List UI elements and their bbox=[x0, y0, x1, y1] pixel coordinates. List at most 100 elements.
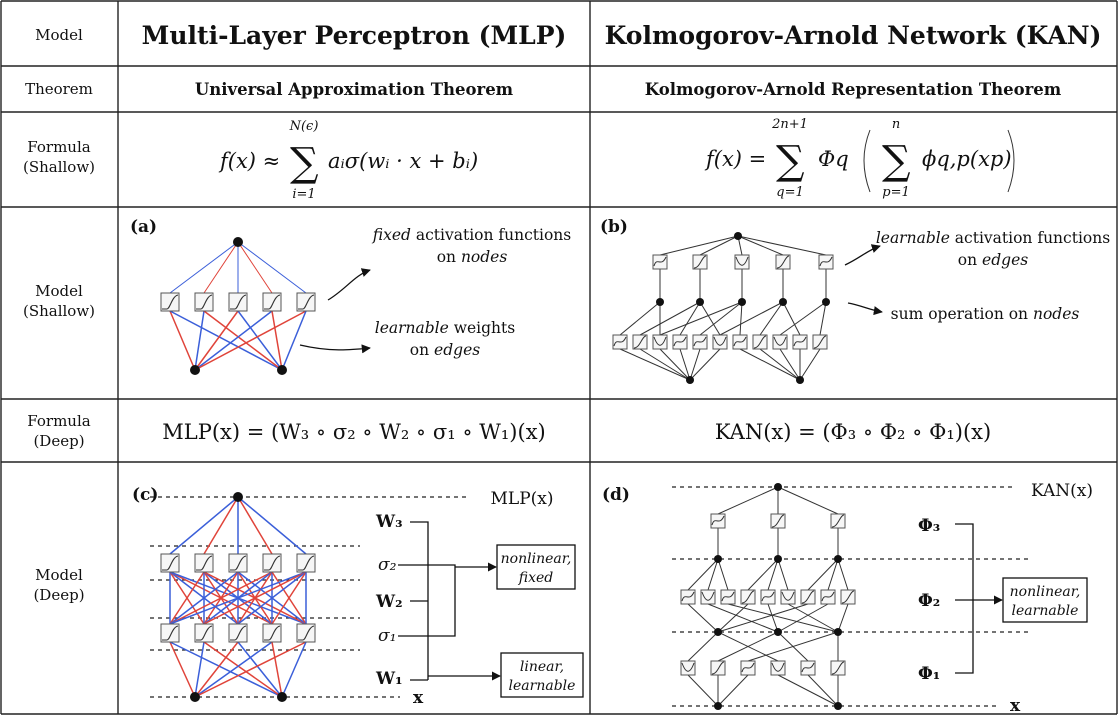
kan-b-activation-bottom-0 bbox=[612, 334, 628, 350]
kan-d-a2-n2-edge-0 bbox=[687, 558, 719, 591]
kan-d-in-a1-edge-4 bbox=[807, 674, 839, 707]
mlp-deep-output-node bbox=[233, 492, 243, 502]
kan-b-top-edge-3 bbox=[737, 235, 784, 256]
kan-b-mid-bottom-edge-1-1 bbox=[639, 301, 701, 336]
mlp-edge-in1-3 bbox=[194, 310, 273, 371]
arrow-to-weights-note bbox=[299, 344, 371, 354]
kan-sum1-lower: q=1 bbox=[776, 185, 804, 200]
arrow-to-sum-note bbox=[847, 302, 883, 316]
note-sum-operation: sum operation on nodes bbox=[891, 305, 1080, 323]
kan-sum2-lower: p=1 bbox=[882, 185, 910, 200]
kan-layer-bracket bbox=[955, 523, 974, 674]
kan-d-n1-a2-edge-6 bbox=[717, 603, 809, 633]
mlp-edge-in1-4 bbox=[194, 310, 307, 371]
mlp-c-activation-curve-1-2 bbox=[230, 625, 247, 641]
mlp-input-node-1 bbox=[190, 365, 200, 375]
kan-d-input-node-0 bbox=[714, 702, 722, 710]
kan-d-activation-l3-1 bbox=[770, 513, 786, 529]
kan-b-mid-bottom-edge-3-9 bbox=[782, 301, 801, 336]
mlp-edge-in2-3 bbox=[271, 310, 283, 371]
kan-b-mid-bottom-edge-3-7 bbox=[759, 301, 784, 336]
kan-deep-network bbox=[680, 483, 856, 710]
kan-d-activation-l2-3 bbox=[740, 589, 756, 605]
kan-box-line1: nonlinear, bbox=[1010, 584, 1081, 600]
box2-line2: learnable bbox=[509, 678, 576, 694]
kan-b-mid-bottom-edge-2-6 bbox=[739, 301, 743, 336]
mlp-c-in2-edge-4 bbox=[281, 641, 307, 698]
note-on-edges: on edges bbox=[410, 341, 480, 359]
kan-b-activation-top-4 bbox=[818, 254, 834, 270]
mlp-c-activation-1-2 bbox=[228, 623, 248, 643]
mlp-edge-in2-0 bbox=[169, 310, 283, 371]
row-label-model-shallow-line2: (Shallow) bbox=[23, 302, 95, 320]
mlp-c-activation-1-3 bbox=[262, 623, 282, 643]
mlp-c-out-edge-1 bbox=[203, 496, 239, 555]
mlp-deep-output-label: MLP(x) bbox=[491, 489, 554, 509]
kan-d-activation-l3-0 bbox=[710, 513, 726, 529]
note-learnable-activation: learnable activation functions bbox=[876, 229, 1110, 247]
row-label-theorem: Theorem bbox=[25, 80, 93, 98]
kan-d-out-edge-0 bbox=[717, 486, 779, 515]
kan-d-activation-l1-2 bbox=[740, 660, 756, 676]
kan-d-layer2-node-2 bbox=[834, 555, 842, 563]
mlp-c-mid-edge-3-0 bbox=[169, 571, 273, 625]
mlp-c-mid-edge-4-1 bbox=[203, 571, 307, 625]
kan-b-mid-bottom-edge-1-5 bbox=[699, 301, 721, 336]
kan-d-layer1-node-1 bbox=[774, 628, 782, 636]
note-kan-on-edges: on edges bbox=[958, 251, 1028, 269]
mlp-deep-input-label: x bbox=[413, 688, 424, 708]
kan-shallow-network bbox=[612, 232, 834, 384]
mlp-c-mid-edge-2-0 bbox=[169, 571, 239, 625]
mlp-formula-lhs: f(x) ≈ bbox=[218, 149, 280, 173]
kan-b-mid-node-4 bbox=[822, 298, 830, 306]
kan-d-n1-a2-edge-8 bbox=[837, 603, 849, 633]
box2-line1: linear, bbox=[520, 659, 564, 675]
kan-d-a2-n2-edge-7 bbox=[827, 558, 839, 591]
box-nonlinear-fixed: nonlinear, fixed bbox=[496, 544, 576, 590]
panel-c-mlp-deep: (c) MLP(x) x W₃ σ₂ W₂ σ₁ W₁ nonlinear, f… bbox=[132, 485, 584, 708]
kan-b-mid-bottom-edge-0-0 bbox=[619, 301, 661, 336]
mlp-c-in1-edge-4 bbox=[194, 641, 307, 698]
mlp-sum-sign: ∑ bbox=[290, 140, 319, 186]
kan-sum2-sign: ∑ bbox=[882, 138, 911, 184]
panel-c-letter: (c) bbox=[132, 485, 158, 505]
kan-d-in-a1-edge-0 bbox=[687, 674, 719, 707]
kan-d-output-node bbox=[774, 483, 782, 491]
mlp-formula-shallow: f(x) ≈ ∑ N(ϵ) i=1 aᵢσ(wᵢ · x + bᵢ) bbox=[218, 119, 478, 202]
mlp-input-node-2 bbox=[277, 365, 287, 375]
mlp-c-mid-edge-4-0 bbox=[169, 571, 307, 625]
kan-d-activation-l2-7 bbox=[820, 589, 836, 605]
row-label-formula-deep-line1: Formula bbox=[27, 412, 90, 430]
kan-d-activation-l1-4 bbox=[800, 660, 816, 676]
kan-b-input-node-1 bbox=[796, 376, 804, 384]
kan-sum2-upper: n bbox=[892, 117, 900, 132]
kan-d-a2-n2-edge-3 bbox=[747, 558, 779, 591]
kan-theorem: Kolmogorov-Arnold Representation Theorem bbox=[645, 80, 1062, 99]
kan-d-in-a1-edge-3 bbox=[777, 674, 839, 707]
note-learnable-weights: learnable weights bbox=[375, 319, 516, 337]
kan-left-paren bbox=[863, 129, 871, 193]
kan-d-a2-n2-edge-5 bbox=[777, 558, 789, 591]
kan-d-activation-l2-6 bbox=[800, 589, 816, 605]
mlp-c-activation-0-2 bbox=[228, 553, 248, 573]
layer-sigma1: σ₁ bbox=[378, 626, 396, 646]
kan-b-activation-bottom-3 bbox=[672, 334, 688, 350]
kan-b-bottom-in-edge-6 bbox=[739, 348, 801, 381]
kan-b-activation-bottom-9 bbox=[792, 334, 808, 350]
kan-b-bottom-in-edge-0 bbox=[619, 348, 691, 381]
kan-d-n1-a2-edge-1 bbox=[707, 603, 779, 633]
mlp-activation-node-0 bbox=[160, 292, 180, 312]
kan-b-top-edge-4 bbox=[737, 235, 827, 256]
kan-formula-deep: KAN(x) = (Φ₃ ∘ Φ₂ ∘ Φ₁)(x) bbox=[715, 420, 991, 444]
kan-d-activation-l2-1 bbox=[700, 589, 716, 605]
mlp-c-activation-0-0 bbox=[160, 553, 180, 573]
kan-b-top-edge-0 bbox=[659, 235, 739, 256]
mlp-c-in2-edge-0 bbox=[169, 641, 283, 698]
mlp-c-mid-edge-1-0 bbox=[169, 571, 205, 625]
kan-phi-outer: Φq bbox=[818, 147, 849, 171]
kan-d-a2-n2-edge-8 bbox=[837, 558, 849, 591]
mlp-edge-out-1 bbox=[203, 241, 239, 294]
mlp-c-activation-curve-1-1 bbox=[196, 625, 213, 641]
mlp-c-activation-curve-1-3 bbox=[264, 625, 281, 641]
